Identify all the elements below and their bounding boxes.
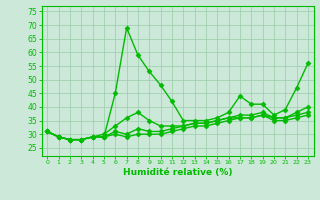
X-axis label: Humidité relative (%): Humidité relative (%): [123, 168, 232, 177]
